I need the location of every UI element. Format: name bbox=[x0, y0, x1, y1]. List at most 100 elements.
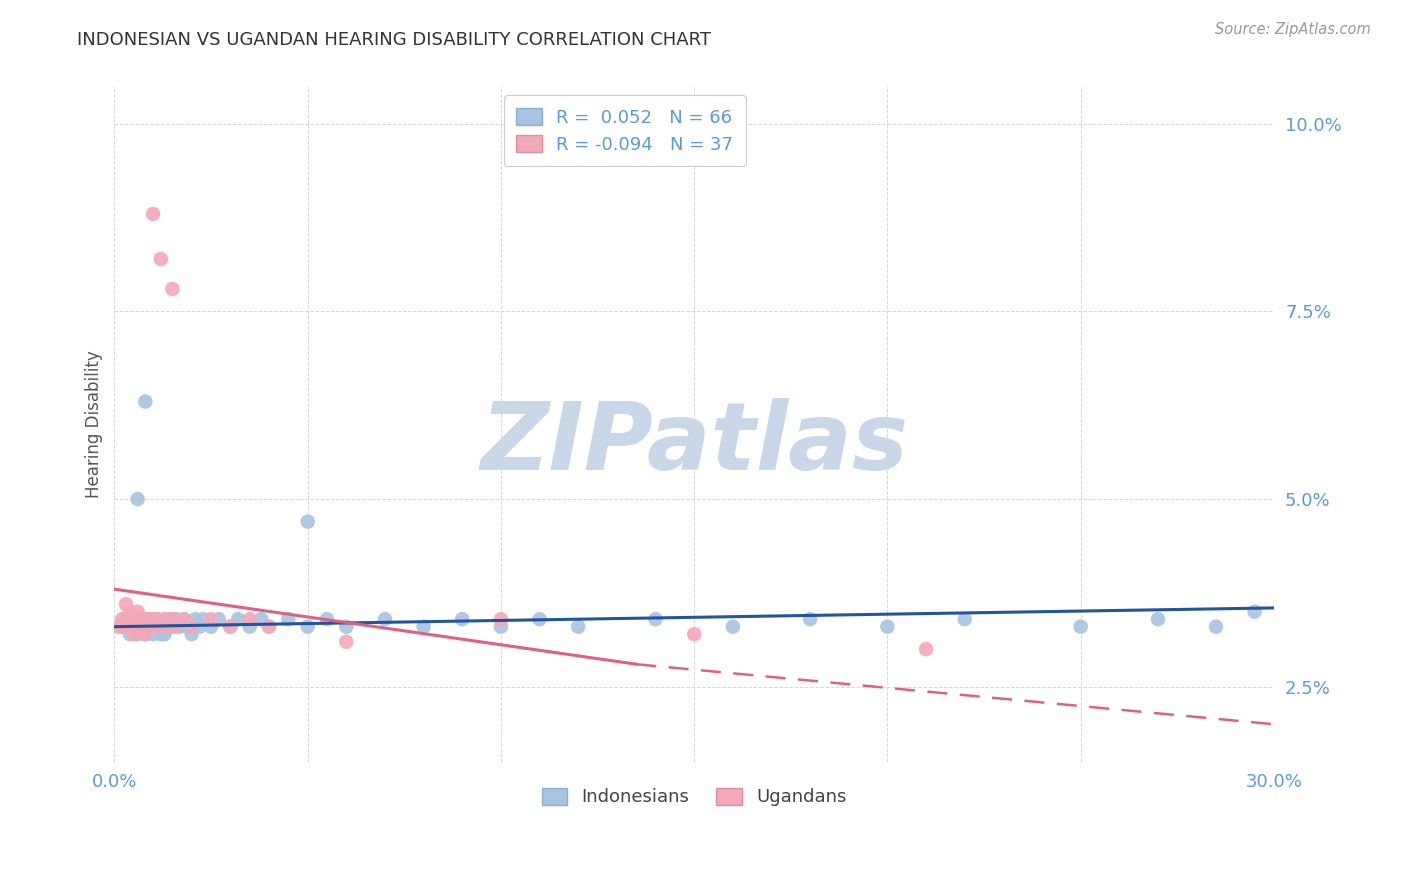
Point bbox=[1147, 612, 1170, 626]
Point bbox=[142, 612, 165, 626]
Point bbox=[529, 612, 551, 626]
Point bbox=[118, 627, 141, 641]
Point bbox=[122, 620, 145, 634]
Point bbox=[115, 612, 138, 626]
Point bbox=[111, 620, 134, 634]
Point bbox=[149, 620, 172, 634]
Point bbox=[1070, 620, 1092, 634]
Point bbox=[219, 620, 242, 634]
Point bbox=[173, 612, 195, 626]
Point bbox=[131, 620, 153, 634]
Point bbox=[644, 612, 666, 626]
Point bbox=[127, 605, 149, 619]
Point bbox=[162, 612, 184, 626]
Point bbox=[127, 620, 149, 634]
Point bbox=[149, 627, 172, 641]
Point bbox=[157, 620, 180, 634]
Point bbox=[200, 612, 222, 626]
Point bbox=[257, 620, 280, 634]
Point bbox=[138, 620, 160, 634]
Point bbox=[118, 612, 141, 626]
Point bbox=[169, 620, 191, 634]
Text: Source: ZipAtlas.com: Source: ZipAtlas.com bbox=[1215, 22, 1371, 37]
Point bbox=[162, 620, 184, 634]
Point bbox=[1205, 620, 1227, 634]
Point bbox=[146, 612, 169, 626]
Point bbox=[131, 612, 153, 626]
Point bbox=[250, 612, 273, 626]
Point bbox=[134, 627, 156, 641]
Point bbox=[118, 605, 141, 619]
Point bbox=[127, 492, 149, 507]
Point bbox=[142, 620, 165, 634]
Point bbox=[200, 620, 222, 634]
Point bbox=[138, 612, 160, 626]
Point bbox=[138, 620, 160, 634]
Point bbox=[134, 612, 156, 626]
Point bbox=[153, 627, 176, 641]
Point bbox=[239, 612, 262, 626]
Point bbox=[876, 620, 898, 634]
Point bbox=[142, 612, 165, 626]
Point bbox=[915, 642, 938, 657]
Point bbox=[115, 597, 138, 611]
Point bbox=[146, 612, 169, 626]
Point bbox=[335, 620, 357, 634]
Point bbox=[131, 612, 153, 626]
Point bbox=[489, 620, 512, 634]
Point bbox=[193, 612, 215, 626]
Point bbox=[127, 612, 149, 626]
Point bbox=[165, 620, 187, 634]
Point bbox=[162, 612, 184, 626]
Point bbox=[122, 612, 145, 626]
Point bbox=[226, 612, 249, 626]
Point bbox=[1243, 605, 1265, 619]
Point bbox=[239, 620, 262, 634]
Point bbox=[115, 620, 138, 634]
Point bbox=[208, 612, 231, 626]
Point bbox=[118, 620, 141, 634]
Point bbox=[146, 620, 169, 634]
Point bbox=[567, 620, 589, 634]
Point bbox=[335, 634, 357, 648]
Point bbox=[142, 620, 165, 634]
Point bbox=[153, 620, 176, 634]
Point bbox=[219, 620, 242, 634]
Point bbox=[953, 612, 976, 626]
Point bbox=[149, 252, 172, 266]
Point bbox=[131, 620, 153, 634]
Point bbox=[157, 620, 180, 634]
Point bbox=[157, 612, 180, 626]
Y-axis label: Hearing Disability: Hearing Disability bbox=[86, 351, 103, 498]
Point bbox=[297, 620, 319, 634]
Point bbox=[451, 612, 474, 626]
Point bbox=[127, 627, 149, 641]
Point bbox=[257, 620, 280, 634]
Point bbox=[111, 620, 134, 634]
Point bbox=[111, 612, 134, 626]
Point bbox=[489, 612, 512, 626]
Point bbox=[184, 612, 207, 626]
Point bbox=[316, 612, 339, 626]
Point bbox=[122, 627, 145, 641]
Point bbox=[131, 620, 153, 634]
Point bbox=[122, 612, 145, 626]
Point bbox=[173, 612, 195, 626]
Point bbox=[142, 627, 165, 641]
Point bbox=[683, 627, 706, 641]
Point bbox=[721, 620, 744, 634]
Point bbox=[142, 207, 165, 221]
Point bbox=[188, 620, 211, 634]
Point bbox=[374, 612, 396, 626]
Point bbox=[153, 612, 176, 626]
Point bbox=[162, 282, 184, 296]
Point bbox=[180, 620, 202, 634]
Point bbox=[165, 612, 187, 626]
Point bbox=[412, 620, 434, 634]
Point bbox=[277, 612, 299, 626]
Text: INDONESIAN VS UGANDAN HEARING DISABILITY CORRELATION CHART: INDONESIAN VS UGANDAN HEARING DISABILITY… bbox=[77, 31, 711, 49]
Text: ZIPatlas: ZIPatlas bbox=[479, 399, 908, 491]
Point bbox=[107, 620, 129, 634]
Point bbox=[799, 612, 821, 626]
Point bbox=[134, 394, 156, 409]
